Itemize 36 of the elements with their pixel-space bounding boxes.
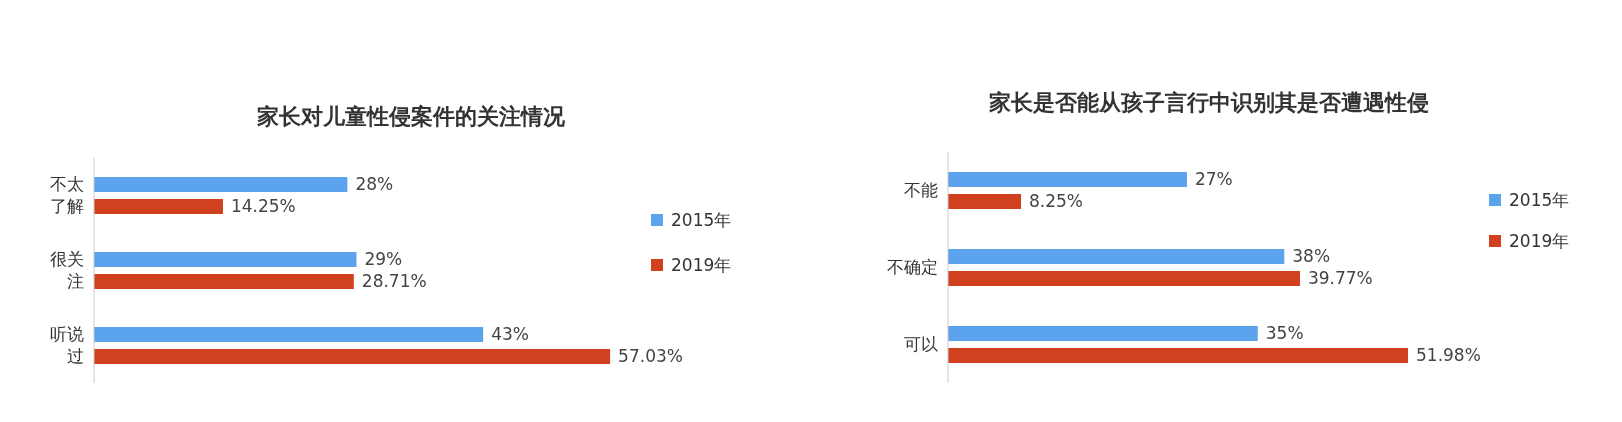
bar xyxy=(948,326,1258,341)
y-tick-label: 不确定 xyxy=(887,257,938,278)
data-label: 8.25% xyxy=(1029,191,1084,212)
legend-label: 2019年 xyxy=(671,254,732,275)
data-label: 43% xyxy=(491,324,529,345)
y-tick-label: 很关注 xyxy=(50,249,84,292)
bar xyxy=(948,271,1300,286)
y-tick-label: 不太了解 xyxy=(50,174,84,217)
data-label: 51.98% xyxy=(1416,345,1481,366)
data-label: 29% xyxy=(364,249,403,270)
data-label: 28% xyxy=(355,174,394,195)
chart-title: 家长是否能从孩子言行中识别其是否遭遇性侵 xyxy=(988,90,1429,115)
data-label: 27% xyxy=(1194,169,1233,190)
legend-label: 2015年 xyxy=(671,209,732,230)
bar xyxy=(94,274,354,289)
bar xyxy=(94,327,484,342)
bar xyxy=(94,349,611,364)
chart-title: 家长对儿童性侵案件的关注情况 xyxy=(256,104,566,129)
data-label: 28.71% xyxy=(361,271,427,292)
data-label: 14.25% xyxy=(230,196,296,217)
data-label: 35% xyxy=(1265,323,1304,344)
bar xyxy=(948,249,1285,264)
bar xyxy=(948,348,1409,363)
bar xyxy=(94,177,348,192)
bar xyxy=(948,172,1187,187)
data-label: 57.03% xyxy=(618,346,683,367)
data-label: 39.77% xyxy=(1307,268,1373,289)
bar xyxy=(94,199,223,214)
y-tick-label: 可以 xyxy=(904,334,938,355)
bar xyxy=(94,252,357,267)
legend-label: 2015年 xyxy=(1509,189,1570,210)
legend-label: 2019年 xyxy=(1509,230,1570,251)
y-tick-label: 听说过 xyxy=(50,324,84,367)
bar xyxy=(948,194,1022,209)
data-label: 38% xyxy=(1292,246,1331,267)
y-tick-label: 不能 xyxy=(904,180,938,201)
